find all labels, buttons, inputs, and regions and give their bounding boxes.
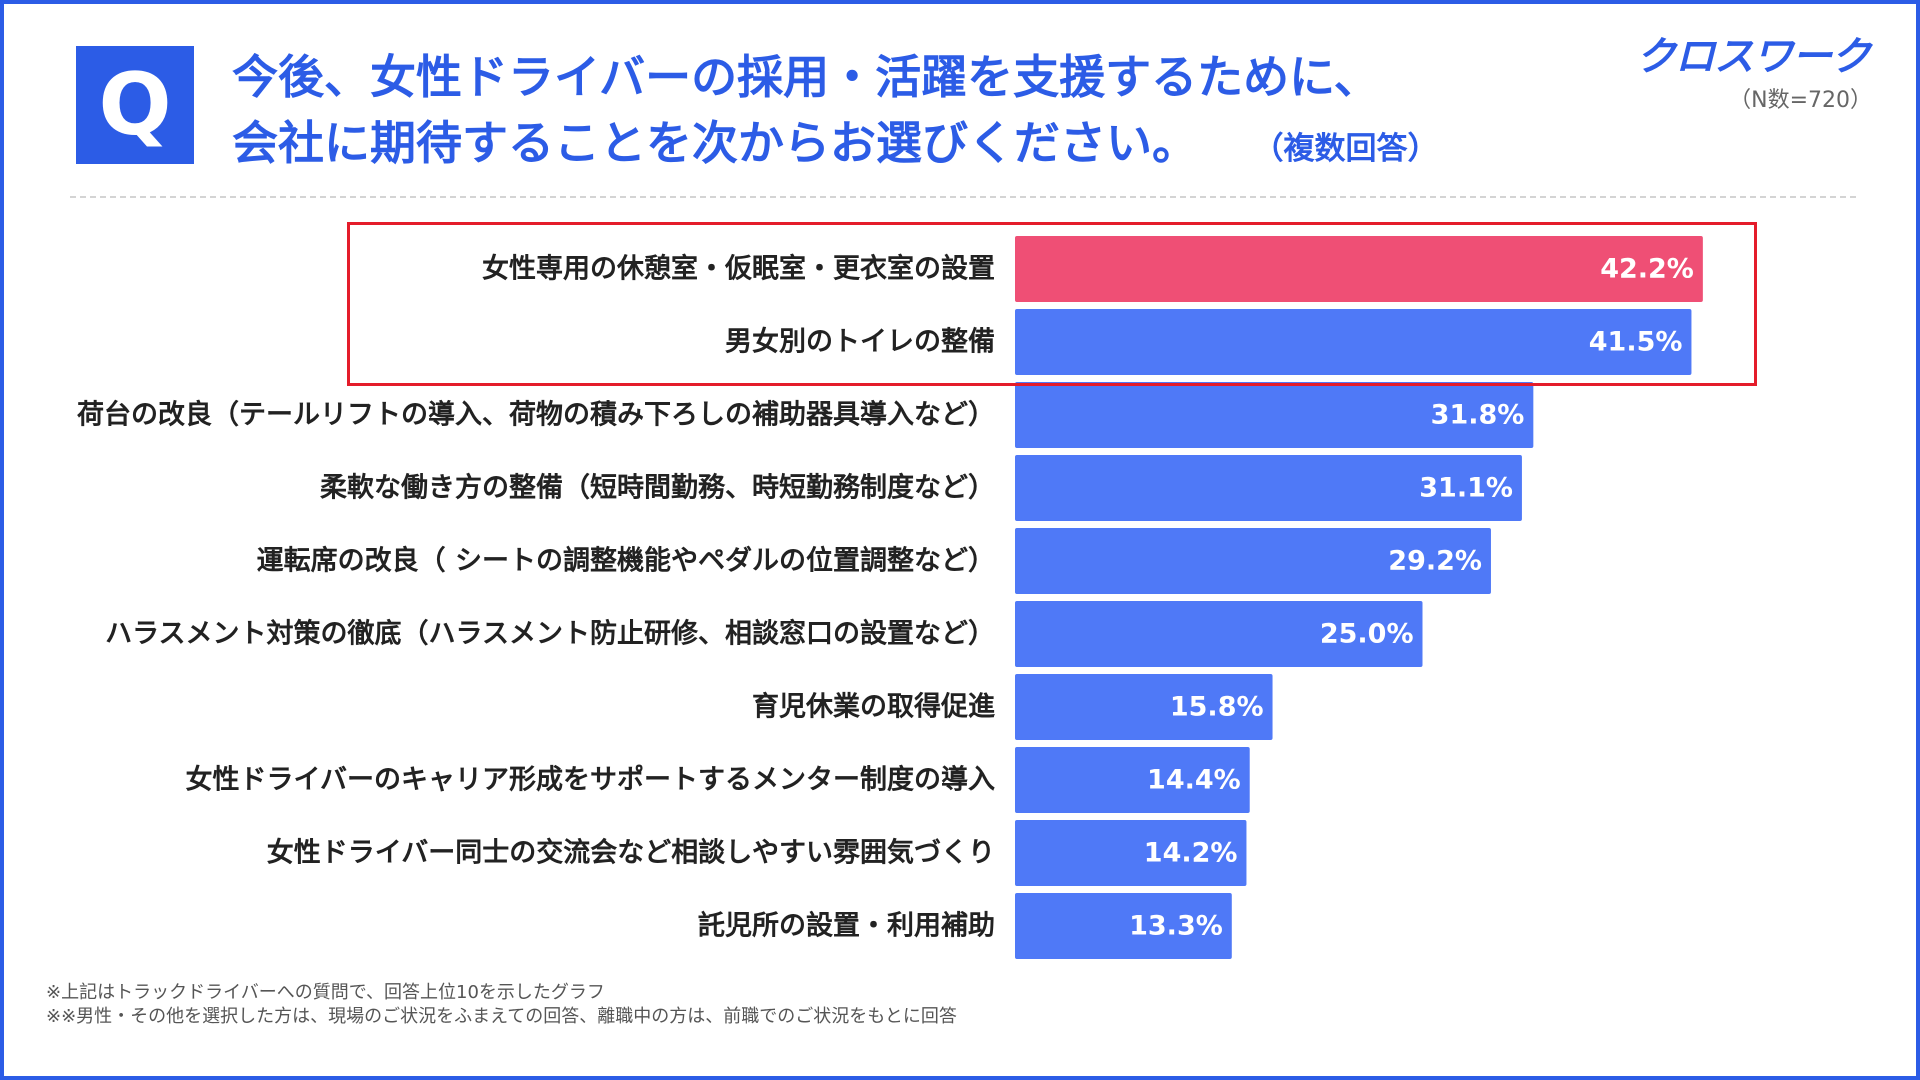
bar-5 [1015, 528, 1491, 594]
bar-7 [1015, 674, 1273, 740]
category-label-2: 男女別のトイレの整備 [725, 326, 995, 358]
category-label-1: 女性専用の休憩室・仮眠室・更衣室の設置 [482, 253, 995, 285]
multiple-answer-note: （複数回答） [1268, 131, 1439, 167]
bar-2 [1015, 309, 1692, 375]
category-label-7: 育児休業の取得促進 [752, 691, 995, 723]
category-label-10: 託児所の設置・利用補助 [698, 910, 995, 942]
sample-size: （N数=720） [1729, 88, 1872, 113]
value-label-7: 15.8% [1170, 692, 1264, 723]
category-label-9: 女性ドライバー同士の交流会など相談しやすい雰囲気づくり [267, 837, 995, 869]
bar-chart: 女性専用の休憩室・仮眠室・更衣室の設置 42.2% 男女別のトイレの整備 41.5% 荷… [77, 236, 1703, 959]
value-label-9: 14.2% [1144, 838, 1238, 869]
bar-10 [1015, 893, 1232, 959]
value-label-1: 42.2% [1600, 254, 1694, 285]
highlight-box [347, 222, 1757, 386]
question-line-2-text: 会社に期待することを次からお選びください。 [232, 116, 1198, 170]
question-line-1: 今後、女性ドライバーの採用・活躍を支援するために、 [232, 50, 1380, 104]
value-label-5: 29.2% [1388, 546, 1482, 577]
bar-6 [1015, 601, 1423, 667]
value-label-4: 31.1% [1419, 473, 1513, 504]
value-label-3: 31.8% [1431, 400, 1525, 431]
bar-8 [1015, 747, 1250, 813]
category-label-4: 柔軟な働き方の整備（短時間勤務、時短勤務制度など） [320, 472, 995, 504]
value-label-10: 13.3% [1129, 911, 1223, 942]
header-divider [70, 196, 1856, 198]
category-label-8: 女性ドライバーのキャリア形成をサポートするメンター制度の導入 [186, 764, 995, 796]
value-label-2: 41.5% [1589, 327, 1683, 358]
footnote-2: ※※男性・その他を選択した方は、現場のご状況をふまえての回答、離職中の方は、前職… [46, 1006, 957, 1027]
bar-1 [1015, 236, 1703, 302]
bar-9 [1015, 820, 1247, 886]
footnote-1: ※上記はトラックドライバーへの質問で、回答上位10を示したグラフ [46, 982, 605, 1003]
question-badge: Q [76, 46, 194, 164]
category-label-5: 運転席の改良（ シートの調整機能やペダルの位置調整など） [257, 545, 995, 577]
value-label-8: 14.4% [1147, 765, 1241, 796]
value-label-6: 25.0% [1320, 619, 1414, 650]
category-label-3: 荷台の改良（テールリフトの導入、荷物の積み下ろしの補助器具導入など） [77, 399, 995, 431]
bar-4 [1015, 455, 1522, 521]
bar-3 [1015, 382, 1534, 448]
question-line-2: 会社に期待することを次からお選びください。 （複数回答） [232, 110, 1612, 182]
brand-logo: クロスワーク [1636, 34, 1871, 80]
question-title: 今後、女性ドライバーの採用・活躍を支援するために、 会社に期待することを次からお… [232, 44, 1612, 182]
category-label-6: ハラスメント対策の徹底（ハラスメント防止研修、相談窓口の設置など） [105, 618, 995, 650]
